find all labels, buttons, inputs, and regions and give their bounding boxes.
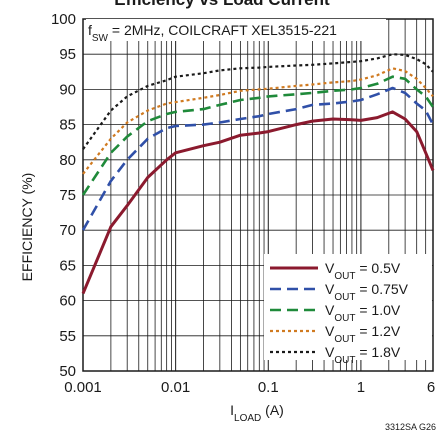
x-tick-label: 6 [427, 379, 435, 396]
figure-id: 3312SA G26 [385, 422, 436, 432]
legend-entry: VOUT = 1.0V [325, 302, 401, 324]
y-tick-label: 75 [59, 187, 76, 204]
annotation-background [86, 19, 386, 41]
y-tick-label: 70 [59, 222, 76, 239]
x-tick-label: 0.01 [161, 379, 190, 396]
x-tick-label: 1 [357, 379, 365, 396]
y-tick-label: 60 [59, 293, 76, 310]
x-tick-label: 0.1 [258, 379, 279, 396]
y-tick-label: 80 [59, 152, 76, 169]
y-tick-label: 100 [51, 11, 76, 28]
y-axis-label: EFFICIENCY (%) [19, 173, 35, 282]
y-tick-label: 95 [59, 46, 76, 63]
y-tick-labels: 50 55 60 65 70 75 80 85 90 95 100 [51, 11, 76, 380]
series-line-2 [81, 86, 435, 231]
x-tick-label: 0.001 [64, 379, 102, 396]
series-line-1 [81, 110, 435, 295]
legend-entry: VOUT = 0.5V [325, 260, 401, 282]
series-line-3 [81, 75, 435, 196]
x-axis-label: ILOAD (A) [230, 402, 284, 424]
series-line-4 [82, 67, 434, 175]
legend-entry: VOUT = 1.8V [325, 344, 401, 366]
legend-entry: VOUT = 1.2V [325, 323, 401, 345]
y-tick-label: 85 [59, 117, 76, 134]
chart-title: Efficiency vs Load Current [114, 0, 330, 9]
frequency-annotation: fSW = 2MHz, COILCRAFT XEL3515-221 [88, 22, 337, 44]
series-line-5 [82, 53, 434, 150]
x-tick-labels: 0.001 0.01 0.1 1 6 [64, 379, 435, 396]
y-tick-label: 90 [59, 81, 76, 98]
y-tick-label: 55 [59, 328, 76, 345]
y-tick-label: 50 [59, 363, 76, 380]
legend-entry: VOUT = 0.75V [325, 281, 409, 303]
legend-box [264, 254, 432, 360]
y-tick-label: 65 [59, 257, 76, 274]
series-lines [81, 53, 435, 295]
